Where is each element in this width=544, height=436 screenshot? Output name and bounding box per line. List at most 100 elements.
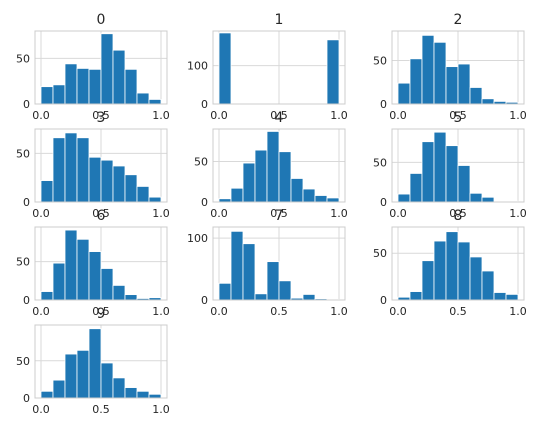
y-tick-label: 0	[23, 196, 30, 209]
histogram-bar	[76, 349, 90, 399]
histogram-bar	[445, 145, 459, 203]
y-tick-label: 0	[380, 196, 387, 209]
histogram-bar	[40, 291, 54, 301]
histogram-bar	[52, 379, 66, 399]
panel-frame	[212, 30, 346, 105]
histogram-bar	[469, 87, 483, 105]
x-tick-label: 0.5	[449, 305, 467, 318]
histogram-bar	[278, 151, 292, 203]
x-tick-label: 0.0	[389, 109, 407, 122]
x-tick-label: 1.0	[330, 109, 348, 122]
panel-title: 2	[454, 12, 463, 28]
panel-frame	[34, 128, 168, 203]
histogram-bar	[242, 162, 256, 203]
histogram-bar	[148, 99, 162, 105]
histogram-bar	[421, 34, 435, 105]
panel-title: 3	[97, 110, 106, 126]
histogram-bar	[469, 256, 483, 301]
panel-1: 0.0 0.5 1.0 0 100 1	[187, 12, 348, 122]
y-tick-label: 0	[380, 294, 387, 307]
panel-frame	[212, 226, 346, 301]
panel-frame	[34, 226, 168, 301]
histogram-bar	[100, 268, 114, 301]
histogram-bar	[314, 195, 328, 203]
y-tick-label: 50	[373, 55, 387, 68]
y-tick-label: 0	[201, 98, 208, 111]
y-tick-label: 0	[23, 392, 30, 405]
x-tick-label: 0.5	[270, 305, 288, 318]
y-tick-label: 0	[201, 294, 208, 307]
x-tick-label: 0.0	[210, 305, 228, 318]
x-tick-label: 1.0	[152, 207, 170, 220]
x-tick-label: 0.0	[32, 403, 50, 416]
histogram-bar	[136, 92, 150, 105]
histogram-bar	[481, 98, 495, 105]
histogram-bar	[409, 58, 423, 105]
panel-frame	[391, 226, 525, 301]
histogram-bar	[433, 240, 447, 301]
y-tick-label: 0	[380, 98, 387, 111]
histogram-bar	[266, 131, 280, 203]
x-tick-label: 0.5	[92, 403, 110, 416]
histogram-bar	[40, 86, 54, 105]
x-tick-label: 0.0	[32, 305, 50, 318]
panel-title: 4	[275, 110, 284, 126]
x-tick-label: 1.0	[509, 305, 527, 318]
histogram-bar	[457, 241, 471, 301]
x-tick-label: 0.5	[270, 109, 288, 122]
histogram-bar	[397, 82, 411, 105]
x-tick-label: 0.5	[92, 109, 110, 122]
histogram-bar	[148, 393, 162, 399]
histogram-bar	[254, 149, 268, 203]
histogram-bar	[242, 243, 256, 301]
panel-6: 0.0 0.5 1.0 0 50 6	[16, 208, 170, 318]
y-tick-label: 50	[16, 256, 30, 269]
x-tick-label: 1.0	[152, 305, 170, 318]
y-tick-label: 50	[16, 147, 30, 160]
histogram-bar	[76, 137, 90, 203]
histogram-bar	[40, 390, 54, 399]
histogram-bar	[124, 174, 138, 203]
y-tick-label: 0	[23, 294, 30, 307]
histogram-bar	[40, 180, 54, 203]
x-tick-label: 0.0	[389, 207, 407, 220]
x-tick-label: 0.5	[270, 207, 288, 220]
x-tick-label: 0.0	[210, 109, 228, 122]
histogram-bar	[326, 197, 340, 203]
histogram-bar	[112, 49, 126, 105]
x-tick-label: 0.0	[32, 207, 50, 220]
panel-title: 7	[275, 208, 284, 224]
panel-frame	[212, 128, 346, 203]
x-tick-label: 1.0	[509, 207, 527, 220]
histogram-bar	[266, 261, 280, 301]
histogram-bar	[76, 68, 90, 105]
histogram-bar	[124, 68, 138, 105]
histogram-bar	[433, 41, 447, 105]
panel-frame	[391, 30, 525, 105]
panel-7: 0.0 0.5 1.0 0 100 7	[187, 208, 348, 318]
y-tick-label: 50	[194, 155, 208, 168]
panel-3: 0.0 0.5 1.0 0 50 3	[16, 110, 170, 220]
x-tick-label: 0.5	[92, 207, 110, 220]
x-tick-label: 1.0	[509, 109, 527, 122]
histogram-bar	[493, 292, 507, 301]
histogram-bar	[100, 362, 114, 399]
histogram-bar	[64, 229, 78, 301]
histogram-bar	[88, 68, 102, 105]
histogram-bar	[52, 84, 66, 105]
panel-title: 1	[275, 12, 284, 28]
panel-frame	[34, 30, 168, 105]
x-tick-label: 0.5	[449, 207, 467, 220]
histogram-bar	[409, 291, 423, 301]
histogram-bar	[64, 132, 78, 203]
histogram-bar	[433, 131, 447, 203]
histogram-bar	[505, 293, 519, 301]
y-tick-label: 50	[373, 156, 387, 169]
panel-4: 0.0 0.5 1.0 0 50 4	[194, 110, 348, 220]
histogram-bar	[136, 390, 150, 399]
histogram-bar	[136, 186, 150, 203]
histogram-bar	[112, 165, 126, 203]
histogram-bar	[88, 328, 102, 399]
histogram-bar	[278, 280, 292, 301]
